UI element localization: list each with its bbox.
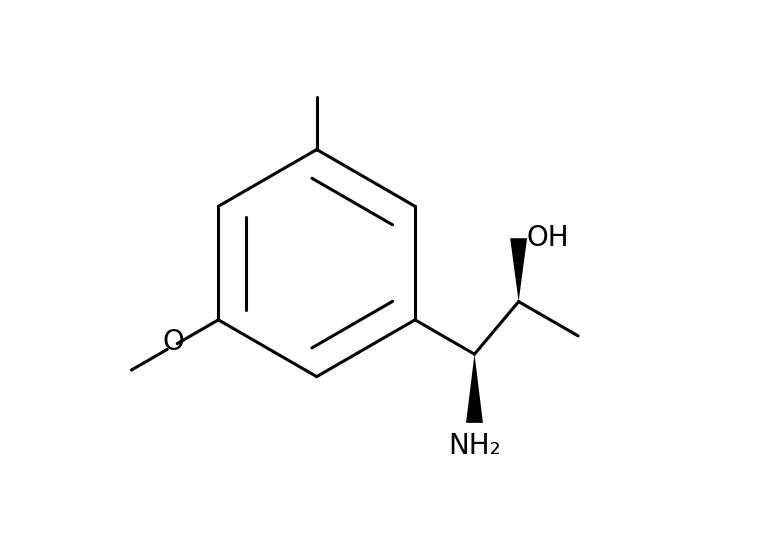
- Polygon shape: [510, 238, 527, 301]
- Polygon shape: [466, 354, 483, 423]
- Text: OH: OH: [527, 224, 569, 252]
- Text: O: O: [162, 328, 184, 356]
- Text: NH₂: NH₂: [448, 433, 501, 460]
